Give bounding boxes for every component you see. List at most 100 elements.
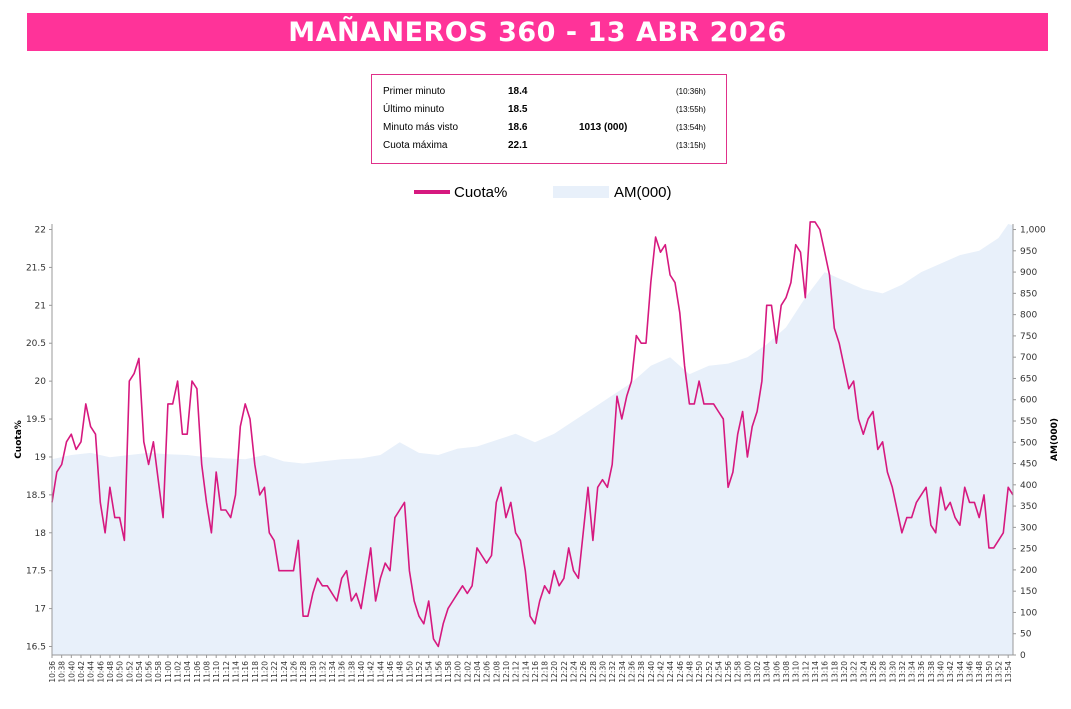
- stat-time: (10:36h): [676, 87, 706, 96]
- y-left-tick-label: 18.5: [26, 491, 46, 501]
- x-tick-label: 11:22: [270, 661, 279, 683]
- stat-value: 18.5: [508, 104, 528, 115]
- x-tick-label: 12:48: [685, 661, 694, 683]
- y-axis-left-title: Cuota%: [14, 420, 24, 459]
- x-tick-label: 12:14: [521, 661, 530, 683]
- cuota-line-series: [51, 221, 1014, 648]
- x-tick-label: 12:52: [705, 661, 714, 683]
- x-axis: 10:36 10:38 10:40 10:42 10:44 10:46 10:48 10:50…: [48, 654, 1013, 683]
- x-tick-label: 13:30: [888, 661, 897, 683]
- line-chart: 16.5 17 17.5 18 18.5 19 19.5 20 20.5 21 21.5 22 0 50…: [14, 221, 1060, 683]
- x-tick-label: 13:38: [927, 661, 936, 683]
- stat-value: 22.1: [508, 140, 528, 151]
- y-right-tick-label: 800: [1020, 311, 1037, 321]
- x-tick-label: 13:42: [946, 661, 955, 683]
- y-right-tick-label: 0: [1020, 651, 1026, 661]
- x-tick-label: 11:50: [405, 661, 414, 683]
- x-tick-label: 11:02: [174, 661, 183, 683]
- x-tick-label: 11:42: [367, 661, 376, 683]
- am-area-series: [52, 224, 1013, 655]
- x-tick-label: 12:26: [579, 661, 588, 683]
- chart-title: MAÑANEROS 360 - 13 ABR 2026: [288, 16, 787, 48]
- stat-value: 18.6: [508, 122, 528, 133]
- y-right-tick-label: 100: [1020, 608, 1037, 618]
- x-tick-label: 13:08: [782, 661, 791, 683]
- legend-label-cuota: Cuota%: [454, 183, 508, 201]
- stat-row-most-watched-minute: Minuto más visto 18.6 1013 (000) (13:54h…: [383, 119, 716, 137]
- x-tick-label: 11:12: [222, 661, 231, 683]
- x-tick-label: 10:52: [125, 661, 134, 683]
- x-tick-label: 11:18: [251, 661, 260, 683]
- x-tick-label: 10:46: [96, 661, 105, 683]
- stat-time: (13:54h): [676, 123, 706, 132]
- stat-label: Minuto más visto: [383, 122, 459, 133]
- legend-swatch-am: [553, 186, 609, 198]
- x-tick-label: 11:14: [232, 661, 241, 683]
- y-left-tick-label: 19.5: [26, 415, 46, 425]
- x-tick-label: 11:28: [299, 661, 308, 683]
- x-tick-label: 10:40: [67, 661, 76, 683]
- x-tick-label: 10:44: [87, 661, 96, 683]
- x-tick-label: 12:24: [570, 661, 579, 683]
- y-left-tick-label: 20: [35, 377, 47, 387]
- x-tick-label: 11:26: [289, 661, 298, 683]
- stat-label: Primer minuto: [383, 86, 446, 97]
- x-tick-label: 12:58: [734, 661, 743, 683]
- x-tick-label: 13:54: [1004, 661, 1013, 683]
- y-right-tick-label: 900: [1020, 268, 1037, 278]
- x-tick-label: 13:10: [792, 661, 801, 683]
- x-tick-label: 12:38: [637, 661, 646, 683]
- stat-value: 18.4: [508, 86, 528, 97]
- x-tick-label: 12:20: [550, 661, 559, 683]
- x-tick-label: 13:18: [830, 661, 839, 683]
- x-tick-label: 12:30: [599, 661, 608, 683]
- stat-time: (13:15h): [676, 141, 706, 150]
- x-tick-label: 13:20: [840, 661, 849, 683]
- y-right-tick-label: 200: [1020, 566, 1037, 576]
- x-tick-label: 13:52: [995, 661, 1004, 683]
- x-tick-label: 13:16: [821, 661, 830, 683]
- y-right-tick-label: 1,000: [1020, 226, 1046, 236]
- x-tick-label: 11:48: [396, 661, 405, 683]
- x-tick-label: 13:28: [879, 661, 888, 683]
- stat-row-first-minute: Primer minuto 18.4 (10:36h): [383, 83, 716, 101]
- stat-row-last-minute: Último minuto 18.5 (13:55h): [383, 101, 716, 119]
- x-tick-label: 12:18: [541, 661, 550, 683]
- y-left-tick-label: 19: [35, 453, 47, 463]
- y-left-tick-label: 16.5: [26, 643, 46, 653]
- legend-item-cuota: Cuota%: [414, 181, 507, 203]
- x-tick-label: 12:44: [666, 661, 675, 683]
- x-tick-label: 11:56: [434, 661, 443, 683]
- y-right-tick-label: 950: [1020, 247, 1037, 257]
- x-tick-label: 13:32: [898, 661, 907, 683]
- y-right-tick-label: 150: [1020, 587, 1037, 597]
- y-right-tick-label: 400: [1020, 481, 1037, 491]
- stat-time: (13:55h): [676, 105, 706, 114]
- y-axis-right: 0 50 100 150 200 250 300 350 400 450 500 550 600 650 7…: [1012, 224, 1046, 661]
- x-tick-label: 10:38: [58, 661, 67, 683]
- x-tick-label: 11:38: [347, 661, 356, 683]
- y-right-tick-label: 500: [1020, 438, 1037, 448]
- x-tick-label: 11:54: [425, 661, 434, 683]
- x-tick-label: 11:10: [212, 661, 221, 683]
- x-tick-label: 13:34: [908, 661, 917, 683]
- x-tick-label: 11:46: [386, 661, 395, 683]
- x-tick-label: 13:26: [869, 661, 878, 683]
- x-tick-label: 13:40: [937, 661, 946, 683]
- x-tick-label: 13:36: [917, 661, 926, 683]
- x-tick-label: 11:30: [309, 661, 318, 683]
- legend-swatch-cuota: [414, 190, 450, 194]
- y-right-tick-label: 700: [1020, 353, 1037, 363]
- x-tick-label: 12:02: [463, 661, 472, 683]
- x-tick-label: 11:00: [164, 661, 173, 683]
- x-tick-label: 12:40: [647, 661, 656, 683]
- chart-legend: Cuota% AM(000): [0, 181, 1071, 203]
- y-right-tick-label: 850: [1020, 289, 1037, 299]
- y-right-tick-label: 50: [1020, 630, 1032, 640]
- x-tick-label: 12:10: [502, 661, 511, 683]
- y-left-tick-label: 21: [35, 301, 46, 311]
- x-tick-label: 13:22: [850, 661, 859, 683]
- x-tick-label: 10:58: [154, 661, 163, 683]
- x-tick-label: 11:36: [338, 661, 347, 683]
- y-left-tick-label: 17: [35, 605, 46, 615]
